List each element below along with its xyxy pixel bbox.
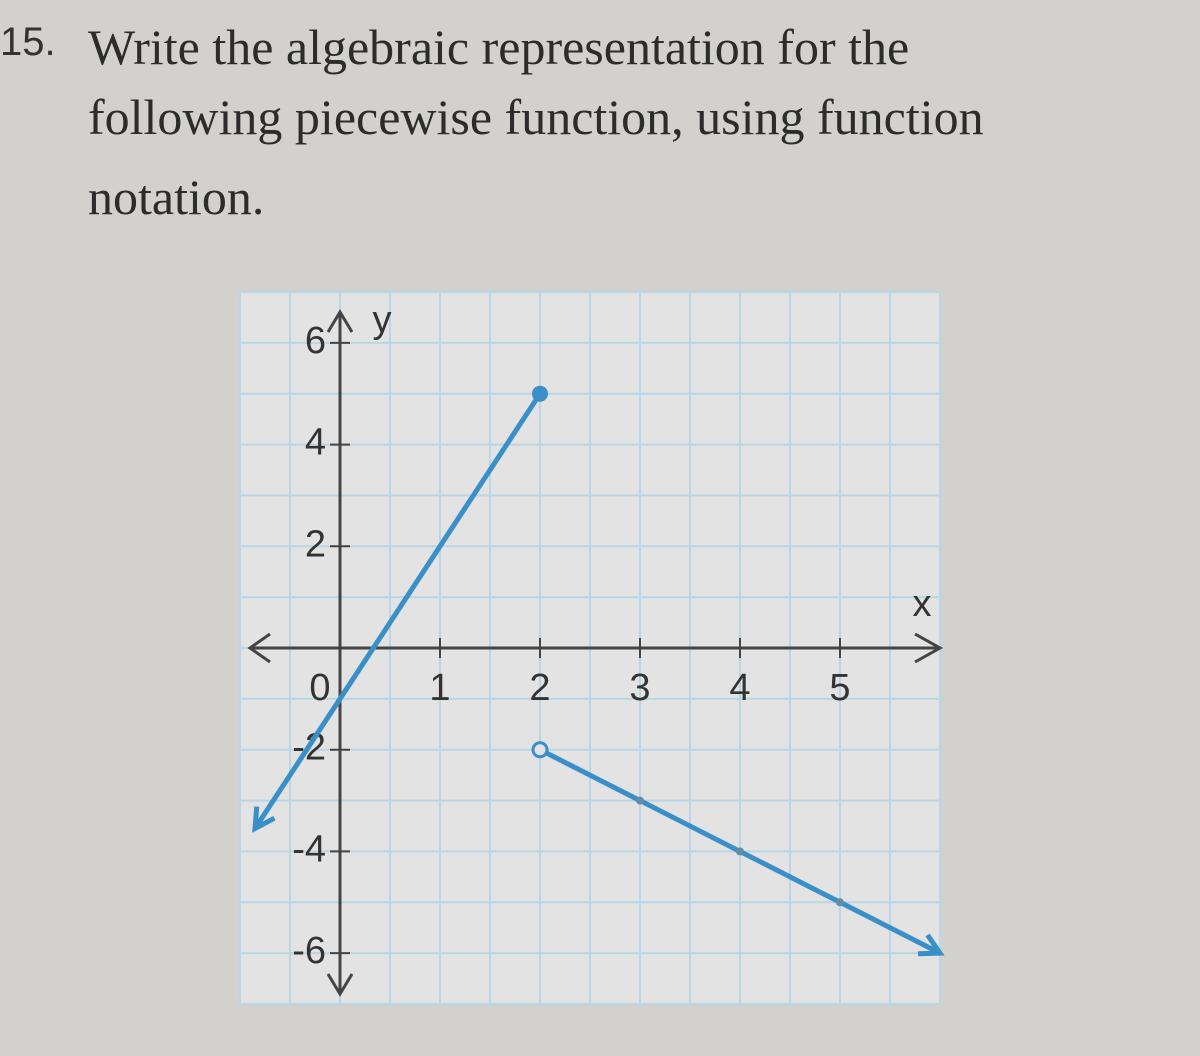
- data-line: [252, 392, 543, 830]
- line-arrow: [252, 806, 276, 833]
- y-tick-label: 2: [305, 523, 326, 565]
- question-number: 15.: [0, 20, 56, 64]
- line-arrow: [917, 933, 945, 957]
- point: [736, 847, 744, 856]
- open-point: [531, 741, 549, 759]
- question-line: Write the algebraic representation for t…: [88, 19, 910, 75]
- point: [836, 898, 844, 907]
- x-tick-label: 3: [629, 667, 650, 709]
- x-tick-label: 2: [529, 667, 550, 709]
- axis-arrow: [914, 632, 944, 664]
- question-line: notation.: [88, 169, 265, 225]
- axis-arrow: [326, 309, 354, 333]
- y-tick-label: -6: [292, 930, 326, 972]
- x-tick-label: 5: [829, 667, 850, 709]
- question: 15. Write the algebraic representation f…: [0, 0, 1200, 240]
- x-tick-label: 4: [729, 667, 750, 709]
- plot: [252, 385, 945, 957]
- x-axis-label: x: [913, 583, 932, 625]
- y-tick-label: 4: [305, 422, 326, 464]
- closed-point: [532, 385, 548, 402]
- point: [636, 796, 644, 805]
- axis-arrow: [247, 632, 271, 664]
- y-axis-label: y: [373, 299, 392, 341]
- axis-arrow: [326, 973, 354, 997]
- x-tick-label: 0: [309, 667, 330, 709]
- x-tick-label: 1: [429, 667, 450, 709]
- y-tick-label: 6: [305, 320, 326, 362]
- y-tick-label: -4: [292, 828, 326, 870]
- question-line: following piecewise function, using func…: [88, 89, 984, 145]
